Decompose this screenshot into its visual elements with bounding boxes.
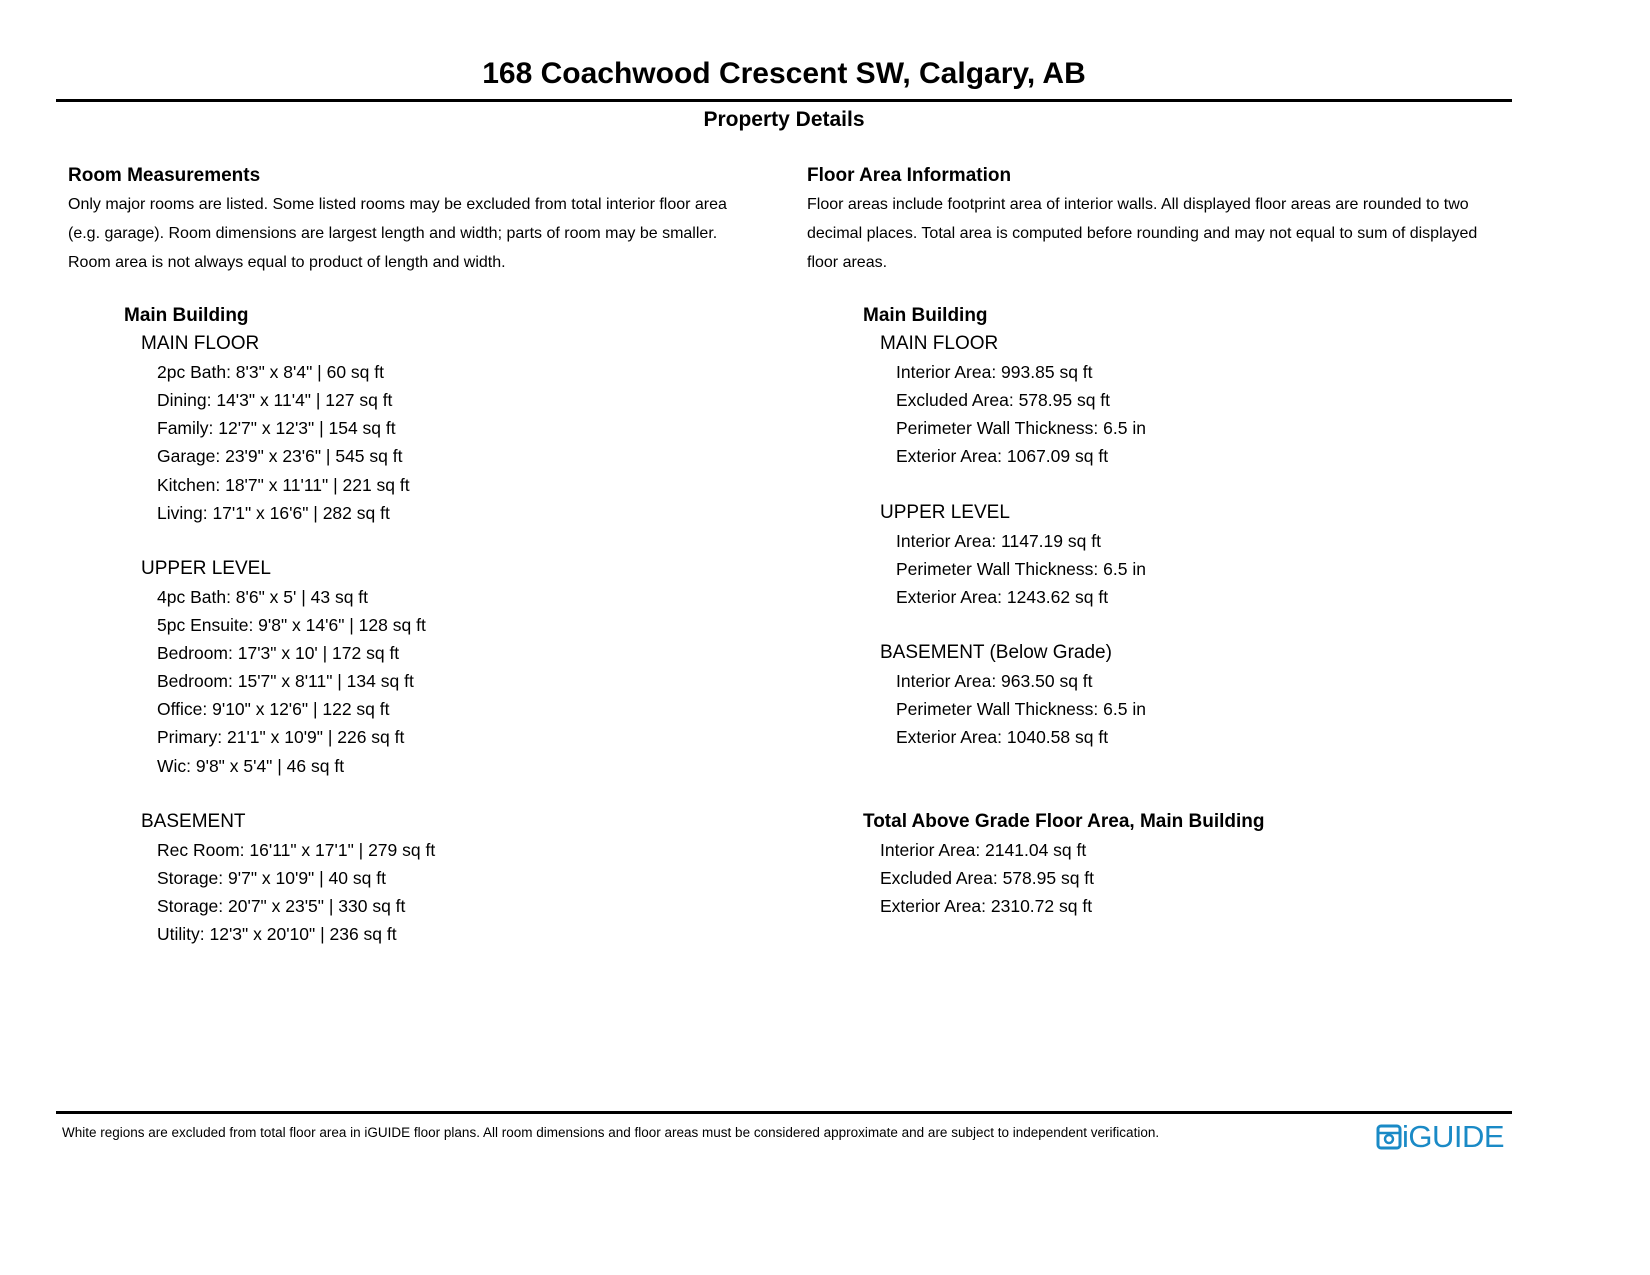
spacer <box>124 527 435 555</box>
iguide-logo: iGUIDE <box>1376 1119 1505 1154</box>
room-item: Wic: 9'8" x 5'4" | 46 sq ft <box>157 755 345 776</box>
room-item: Bedroom: 15'7" x 8'11" | 134 sq ft <box>157 671 414 692</box>
description-line: Floor areas include footprint area of in… <box>807 196 1469 213</box>
floor-heading: BASEMENT <box>141 810 246 832</box>
spacer <box>863 780 1265 808</box>
total-item: Interior Area: 2141.04 sq ft <box>880 839 1087 860</box>
floor-heading: BASEMENT (Below Grade) <box>880 642 1112 664</box>
building-heading: Main Building <box>863 305 988 326</box>
room-list: Main Building MAIN FLOOR 2pc Bath: 8'3" x … <box>124 302 435 948</box>
area-item: Excluded Area: 578.95 sq ft <box>896 390 1111 411</box>
room-item: Primary: 21'1" x 10'9" | 226 sq ft <box>157 727 405 748</box>
room-item: Storage: 9'7" x 10'9" | 40 sq ft <box>157 867 386 888</box>
room-item: 2pc Bath: 8'3" x 8'4" | 60 sq ft <box>157 362 384 383</box>
room-item: Dining: 14'3" x 11'4" | 127 sq ft <box>157 390 393 411</box>
room-item: Office: 9'10" x 12'6" | 122 sq ft <box>157 699 390 720</box>
room-measurements-heading: Room Measurements <box>68 165 261 186</box>
area-item: Exterior Area: 1067.09 sq ft <box>896 446 1109 467</box>
room-item: Kitchen: 18'7" x 11'11" | 221 sq ft <box>157 474 410 495</box>
description-line: decimal places. Total area is computed b… <box>807 225 1478 242</box>
area-item: Interior Area: 963.50 sq ft <box>896 671 1093 692</box>
room-item: Family: 12'7" x 12'3" | 154 sq ft <box>157 418 396 439</box>
building-heading: Main Building <box>124 305 249 326</box>
room-item: 4pc Bath: 8'6" x 5' | 43 sq ft <box>157 586 369 607</box>
description-line: (e.g. garage). Room dimensions are large… <box>68 225 718 242</box>
logo-text: iGUIDE <box>1402 1119 1505 1154</box>
page-subtitle: Property Details <box>703 108 865 131</box>
room-item: Storage: 20'7" x 23'5" | 330 sq ft <box>157 895 406 916</box>
title-divider <box>56 99 1512 102</box>
area-item: Exterior Area: 1040.58 sq ft <box>896 727 1109 748</box>
footer-divider <box>56 1111 1512 1114</box>
spacer <box>863 471 1265 499</box>
floor-area-description: Floor areas include footprint area of in… <box>807 190 1547 277</box>
area-item: Perimeter Wall Thickness: 6.5 in <box>896 699 1146 720</box>
room-item: Utility: 12'3" x 20'10" | 236 sq ft <box>157 924 397 945</box>
area-item: Interior Area: 993.85 sq ft <box>896 362 1093 383</box>
floor-heading: UPPER LEVEL <box>880 501 1010 523</box>
area-item: Interior Area: 1147.19 sq ft <box>896 530 1101 551</box>
spacer <box>124 780 435 808</box>
description-line: floor areas. <box>807 254 888 271</box>
total-heading: Total Above Grade Floor Area, Main Build… <box>863 810 1265 832</box>
room-measurements-section: Room Measurements Only major rooms are l… <box>68 162 788 277</box>
total-item: Excluded Area: 578.95 sq ft <box>880 867 1095 888</box>
room-item: Bedroom: 17'3" x 10' | 172 sq ft <box>157 643 400 664</box>
area-item: Exterior Area: 1243.62 sq ft <box>896 586 1109 607</box>
area-item: Perimeter Wall Thickness: 6.5 in <box>896 558 1146 579</box>
footer-disclaimer: White regions are excluded from total fl… <box>62 1125 1160 1140</box>
floor-area-section: Floor Area Information Floor areas inclu… <box>807 162 1547 277</box>
total-item: Exterior Area: 2310.72 sq ft <box>880 895 1093 916</box>
floor-area-heading: Floor Area Information <box>807 165 1012 186</box>
floor-area-list: Main Building MAIN FLOOR Interior Area: 99… <box>863 302 1265 920</box>
floor-heading: MAIN FLOOR <box>141 333 260 355</box>
iguide-camera-icon <box>1376 1124 1402 1150</box>
floor-heading: MAIN FLOOR <box>880 333 999 355</box>
description-line: Room area is not always equal to product… <box>68 254 506 271</box>
area-item: Perimeter Wall Thickness: 6.5 in <box>896 418 1146 439</box>
room-measurements-description: Only major rooms are listed. Some listed… <box>68 190 788 277</box>
description-line: Only major rooms are listed. Some listed… <box>68 196 727 213</box>
room-item: Rec Room: 16'11" x 17'1" | 279 sq ft <box>157 839 436 860</box>
spacer <box>863 752 1265 780</box>
room-item: Living: 17'1" x 16'6" | 282 sq ft <box>157 502 390 523</box>
spacer <box>863 611 1265 639</box>
room-item: 5pc Ensuite: 9'8" x 14'6" | 128 sq ft <box>157 615 426 636</box>
page-title: 168 Coachwood Crescent SW, Calgary, AB <box>482 57 1086 90</box>
floor-heading: UPPER LEVEL <box>141 557 271 579</box>
room-item: Garage: 23'9" x 23'6" | 545 sq ft <box>157 446 403 467</box>
